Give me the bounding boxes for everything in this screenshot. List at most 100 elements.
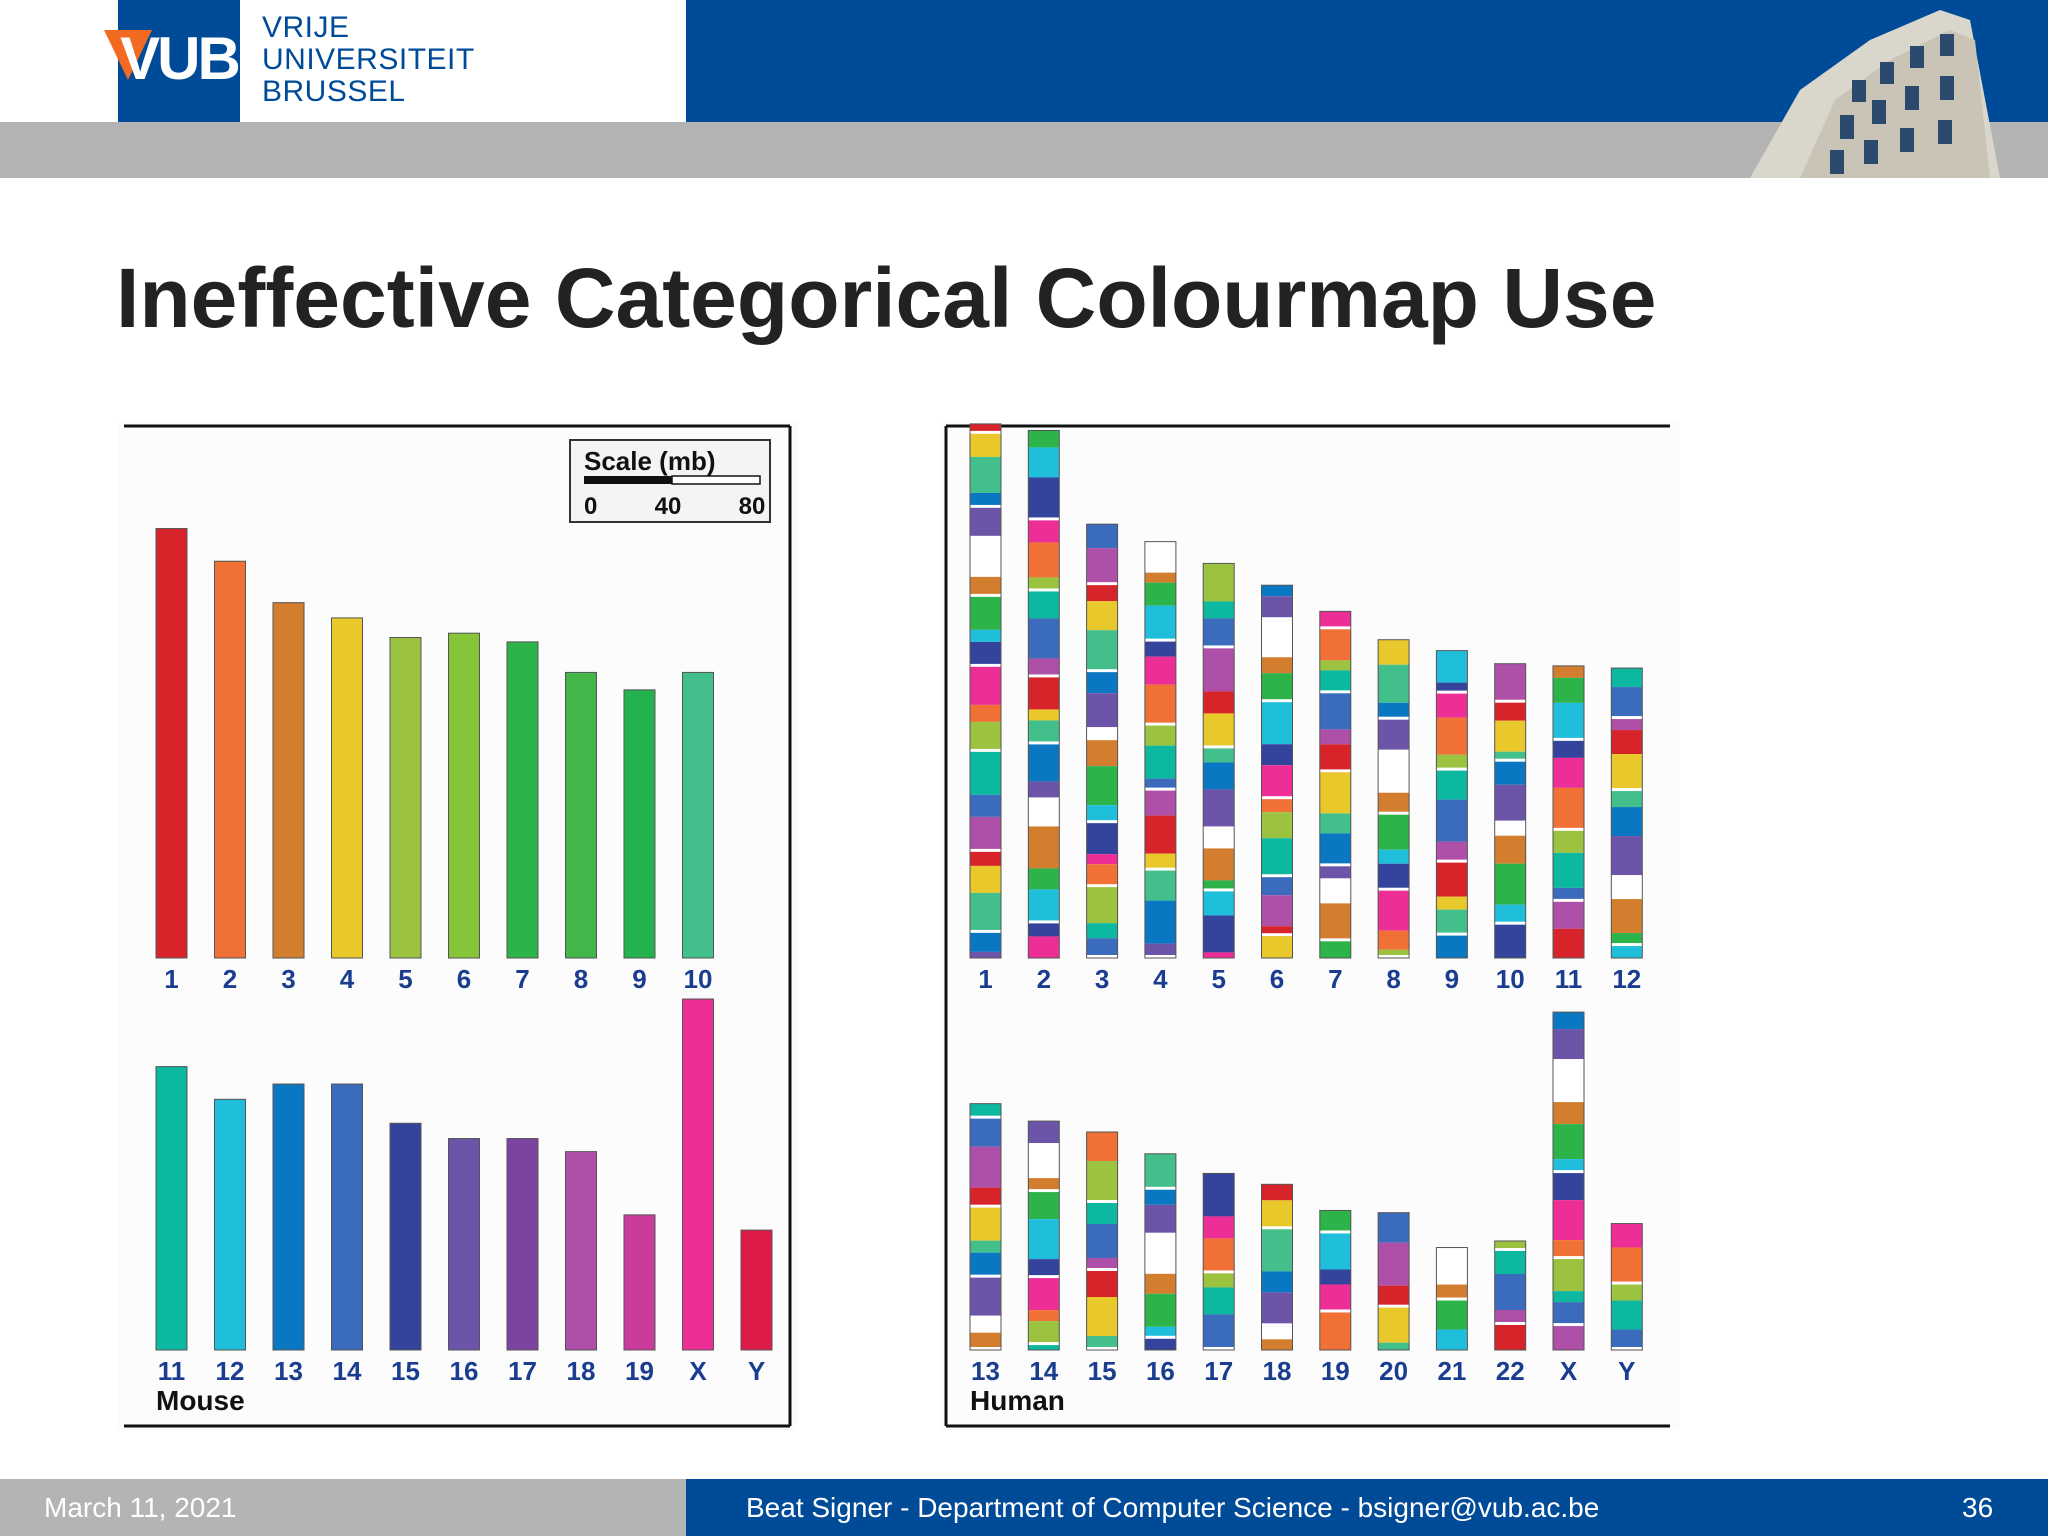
human-chromosome-segment — [1028, 1278, 1060, 1311]
human-chromosome-label: 13 — [971, 1356, 1000, 1386]
human-chromosome-segment — [1319, 833, 1351, 867]
human-chromosome-band — [1203, 888, 1235, 892]
human-chromosome-segment — [1203, 1287, 1235, 1315]
human-chromosome-segment — [1203, 762, 1235, 790]
human-chromosome-segment — [970, 751, 1001, 795]
human-chromosome-label: 14 — [1029, 1356, 1058, 1386]
mouse-chromosome-label: 5 — [398, 964, 412, 994]
human-chromosome-band — [1086, 1268, 1118, 1271]
human-chromosome-segment — [1144, 853, 1176, 871]
human-chromosome-segment — [1494, 924, 1526, 958]
human-chromosome-band — [1319, 1230, 1351, 1234]
human-chromosome-segment — [1028, 1259, 1060, 1279]
scale-tick-label: 0 — [584, 493, 597, 520]
human-chromosome-segment — [1028, 658, 1060, 678]
human-chromosome-band — [1203, 826, 1235, 830]
human-chromosome-segment — [1436, 1247, 1468, 1285]
human-chromosome-segment — [1203, 601, 1235, 619]
mouse-chromosome-label: Y — [748, 1356, 765, 1386]
human-chromosome-label: 7 — [1328, 964, 1342, 994]
human-chromosome-segment — [1611, 791, 1643, 808]
human-chromosome-bar — [1319, 1209, 1352, 1351]
human-chromosome-segment — [1203, 1314, 1235, 1350]
human-chromosome-segment — [1203, 880, 1235, 892]
human-chromosome-band — [1144, 787, 1176, 791]
mouse-chromosome-bar — [389, 1122, 422, 1351]
human-chromosome-bar — [1494, 663, 1527, 959]
footer-page-number: 36 — [1962, 1492, 1994, 1523]
human-chromosome-segment — [1494, 1241, 1526, 1251]
human-chromosome-bar — [1610, 667, 1643, 959]
human-chromosome-segment — [1203, 789, 1235, 830]
human-chromosome-segment — [1144, 641, 1176, 657]
human-chromosome-segment — [1086, 854, 1118, 865]
human-chromosome-segment — [1494, 702, 1526, 721]
university-name-line-3: BRUSSEL — [262, 75, 406, 108]
human-chromosome-segment — [970, 721, 1001, 752]
human-chromosome-segment — [1203, 829, 1235, 849]
human-chromosome-segment — [1203, 713, 1235, 749]
human-chromosome-band — [1144, 638, 1176, 642]
scale-bar-empty — [671, 475, 761, 485]
human-chromosome-segment — [1553, 1012, 1584, 1030]
human-chromosome-segment — [1436, 841, 1468, 863]
human-chromosome-band — [1028, 517, 1060, 521]
human-chromosome-segment — [1378, 949, 1410, 958]
human-chromosome-segment — [1203, 952, 1235, 958]
mouse-chromosome-label: 6 — [457, 964, 471, 994]
human-chromosome-segment — [1319, 693, 1351, 730]
human-chromosome-segment — [1378, 930, 1410, 950]
human-chromosome-segment — [1553, 928, 1584, 958]
human-chromosome-band — [1378, 811, 1410, 815]
mouse-chromosome-label: 15 — [391, 1356, 420, 1386]
human-chromosome-band — [1553, 1323, 1584, 1327]
human-chromosome-band — [1086, 669, 1118, 673]
human-chromosome-band — [1494, 1248, 1526, 1251]
human-chromosome-segment — [1086, 766, 1118, 806]
human-chromosome-segment — [1553, 901, 1584, 929]
human-chromosome-label: 11 — [1555, 964, 1583, 994]
human-chromosome-segment — [1028, 826, 1060, 869]
human-chromosome-segment — [1261, 1184, 1293, 1201]
human-chromosome-band — [1086, 955, 1118, 958]
human-chromosome-segment — [1611, 878, 1643, 900]
human-chromosome-segment — [1436, 770, 1468, 800]
mouse-chromosome-bar — [565, 1151, 597, 1351]
human-chromosome-segment — [1028, 1121, 1060, 1144]
human-chromosome-segment — [1553, 740, 1584, 758]
human-chromosome-segment — [1261, 585, 1293, 597]
human-chromosome-segment — [1086, 1203, 1118, 1224]
human-chromosome-band — [1553, 1099, 1584, 1103]
human-chromosome-segment — [970, 507, 1001, 536]
human-chromosome-band — [1494, 699, 1526, 703]
human-chromosome-band — [1436, 767, 1468, 771]
human-chromosome-segment — [1028, 868, 1060, 890]
human-chromosome-segment — [1203, 891, 1235, 916]
human-chromosome-segment — [1028, 889, 1060, 924]
header-gray-band — [0, 122, 2048, 178]
scale-tick-label: 80 — [739, 493, 766, 520]
mouse-chromosome-bar — [740, 1229, 773, 1351]
human-chromosome-band — [1086, 737, 1118, 741]
human-chromosome-segment — [1203, 563, 1235, 602]
human-chromosome-segment — [1378, 639, 1410, 665]
human-chromosome-segment — [1144, 572, 1176, 583]
human-chromosome-segment — [1611, 719, 1643, 731]
human-chromosome-band — [1319, 769, 1351, 773]
human-chromosome-segment — [1144, 1232, 1176, 1274]
human-chromosome-segment — [1086, 1297, 1118, 1336]
human-chromosome-segment — [1028, 709, 1060, 721]
mouse-chromosome-label: 4 — [340, 964, 355, 994]
human-chromosome-segment — [1203, 1273, 1235, 1288]
human-chromosome-band — [1028, 741, 1060, 745]
human-chromosome-segment — [1436, 717, 1468, 755]
human-chromosome-segment — [1028, 520, 1060, 543]
human-chromosome-segment — [970, 576, 1001, 597]
human-chromosome-segment — [970, 951, 1001, 958]
panel-label-human: Human — [970, 1385, 1065, 1416]
human-chromosome-segment — [1494, 761, 1526, 785]
mouse-chromosome-bar — [506, 1138, 539, 1351]
footer-blue-band — [686, 1479, 2048, 1536]
mouse-chromosome-label: 19 — [625, 1356, 654, 1386]
